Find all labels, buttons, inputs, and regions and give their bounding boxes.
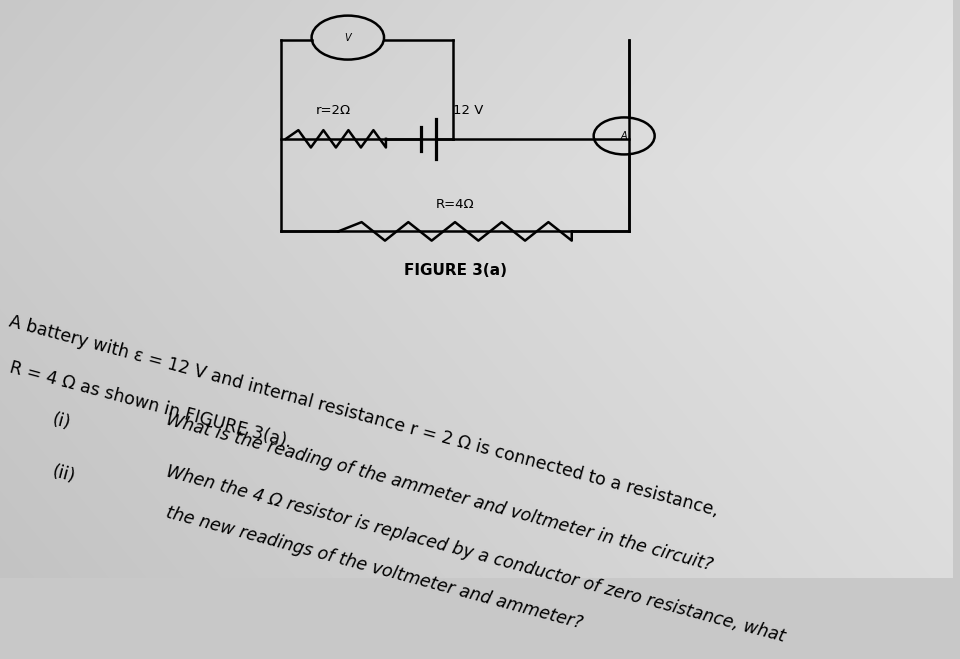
Text: R = 4 Ω as shown in FIGURE 3(a).: R = 4 Ω as shown in FIGURE 3(a). — [7, 358, 294, 451]
Text: A: A — [621, 131, 628, 141]
Text: V: V — [345, 32, 351, 43]
Text: the new readings of the voltmeter and ammeter?: the new readings of the voltmeter and am… — [164, 503, 585, 632]
Text: r=2Ω: r=2Ω — [316, 104, 351, 117]
Text: R=4Ω: R=4Ω — [436, 198, 474, 211]
Text: When the 4 Ω resistor is replaced by a conductor of zero resistance, what: When the 4 Ω resistor is replaced by a c… — [164, 463, 787, 646]
Text: 12 V: 12 V — [452, 104, 483, 117]
Text: What is the reading of the ammeter and voltmeter in the circuit?: What is the reading of the ammeter and v… — [164, 411, 715, 575]
Text: (i): (i) — [50, 411, 73, 433]
Text: FIGURE 3(a): FIGURE 3(a) — [403, 263, 507, 278]
Text: A battery with ε = 12 V and internal resistance r = 2 Ω is connected to a resist: A battery with ε = 12 V and internal res… — [7, 312, 721, 520]
Text: (ii): (ii) — [50, 463, 77, 486]
